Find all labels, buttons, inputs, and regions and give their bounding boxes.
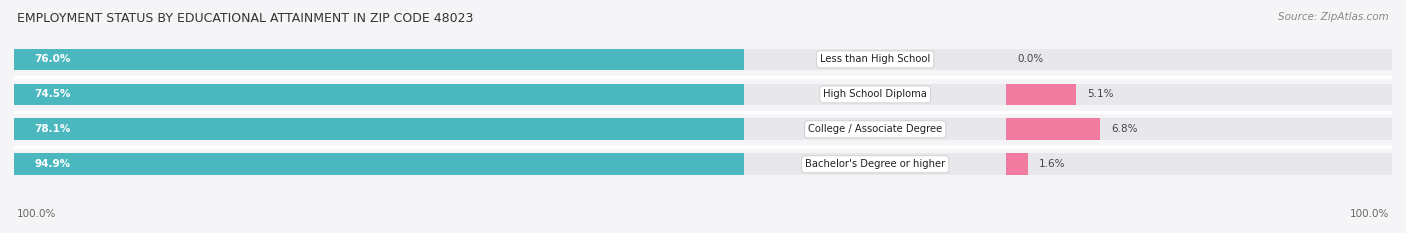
Bar (14, 154, 1392, 175)
Bar (14, 84, 744, 105)
Bar (14, 154, 744, 175)
Text: EMPLOYMENT STATUS BY EDUCATIONAL ATTAINMENT IN ZIP CODE 48023: EMPLOYMENT STATUS BY EDUCATIONAL ATTAINM… (17, 12, 474, 25)
Text: 74.5%: 74.5% (35, 89, 72, 99)
Legend: In Labor Force, Unemployed: In Labor Force, Unemployed (598, 230, 808, 233)
Text: Source: ZipAtlas.com: Source: ZipAtlas.com (1278, 12, 1389, 22)
Bar (1007, 154, 1028, 175)
Bar (14, 118, 744, 140)
Text: 100.0%: 100.0% (17, 209, 56, 219)
Text: Less than High School: Less than High School (820, 55, 931, 64)
Text: High School Diploma: High School Diploma (824, 89, 927, 99)
Text: 6.8%: 6.8% (1111, 124, 1137, 134)
Bar (14, 84, 1392, 105)
Bar (14, 118, 1392, 140)
Text: 0.0%: 0.0% (1017, 55, 1043, 64)
Text: College / Associate Degree: College / Associate Degree (808, 124, 942, 134)
Bar (14, 49, 1392, 70)
Bar (14, 49, 744, 70)
Text: Bachelor's Degree or higher: Bachelor's Degree or higher (806, 159, 945, 169)
Bar (1007, 84, 1077, 105)
Text: 100.0%: 100.0% (1350, 209, 1389, 219)
Bar (1007, 118, 1099, 140)
Text: 94.9%: 94.9% (35, 159, 70, 169)
Text: 5.1%: 5.1% (1087, 89, 1114, 99)
Text: 76.0%: 76.0% (35, 55, 72, 64)
Text: 78.1%: 78.1% (35, 124, 72, 134)
Text: 1.6%: 1.6% (1039, 159, 1066, 169)
